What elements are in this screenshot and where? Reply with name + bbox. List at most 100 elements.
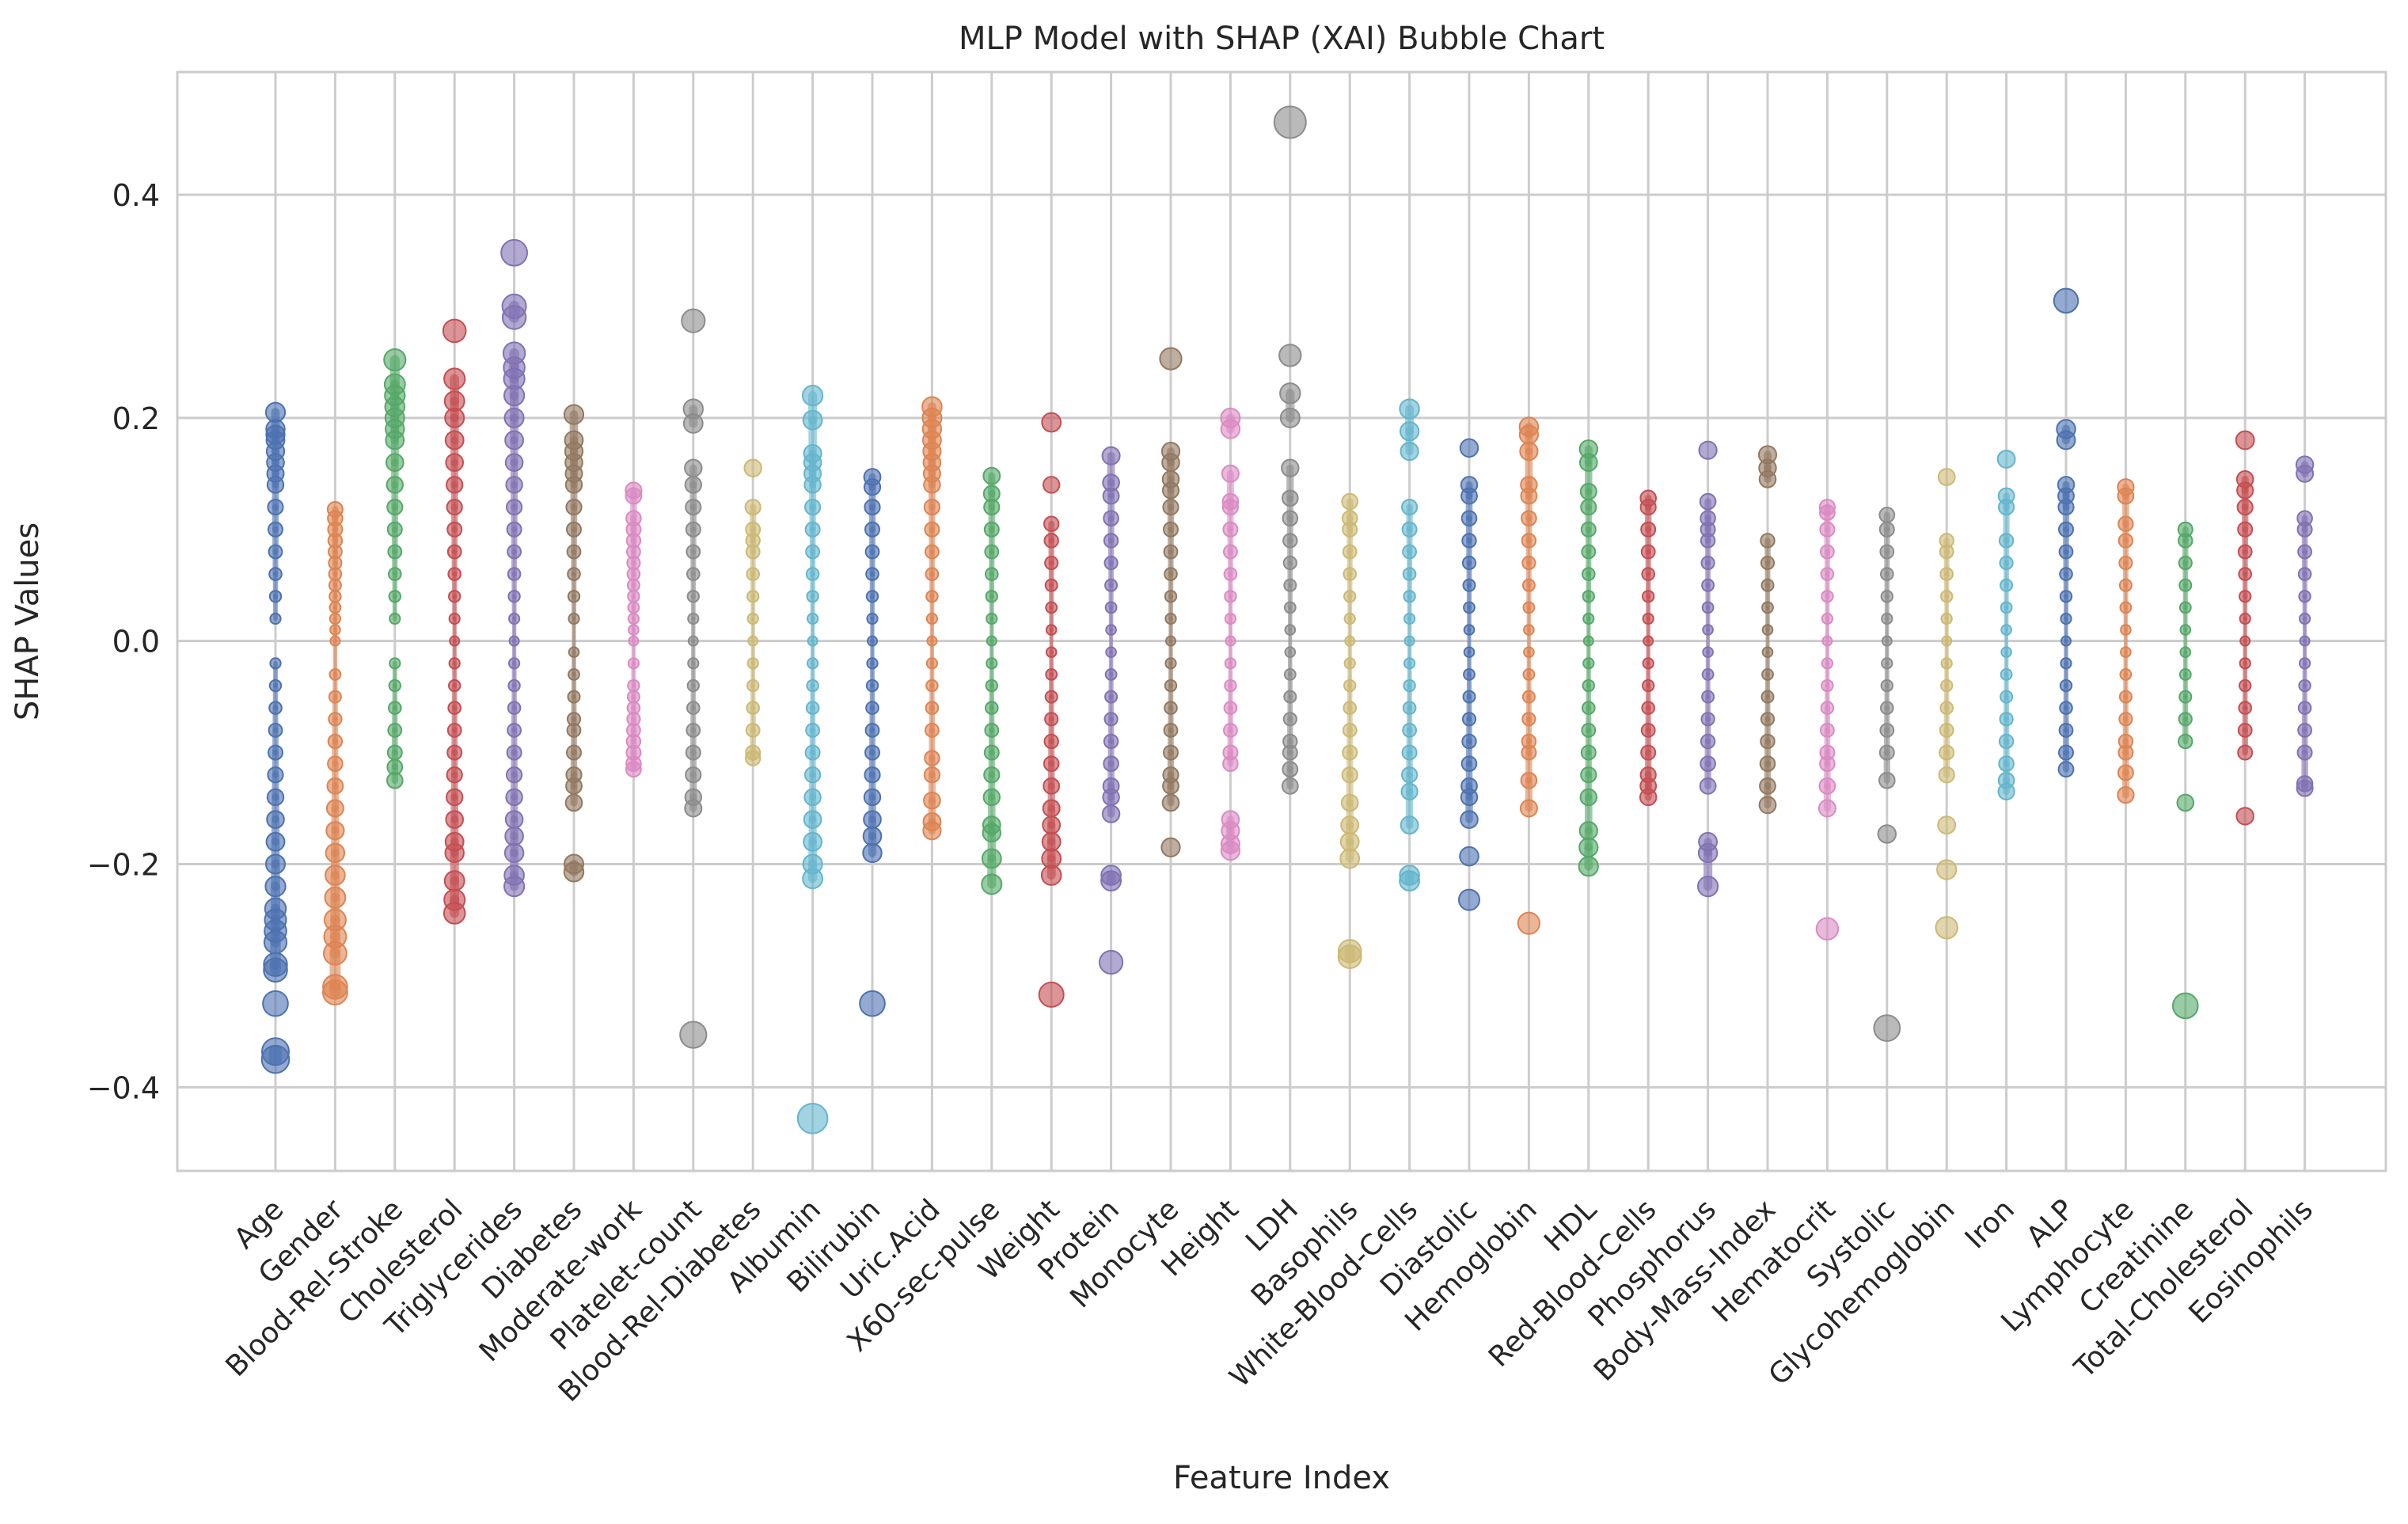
data-point <box>1224 678 1237 693</box>
data-point <box>445 453 465 472</box>
data-point <box>389 612 401 625</box>
data-point <box>1582 590 1596 603</box>
data-point <box>1523 624 1535 636</box>
data-point <box>925 722 940 738</box>
data-point <box>1101 446 1121 466</box>
data-point <box>446 476 464 494</box>
data-point <box>2237 544 2253 560</box>
y-tick-label: 0.2 <box>112 401 160 436</box>
data-point <box>1462 690 1476 704</box>
data-point <box>1099 949 1124 975</box>
data-point <box>2237 722 2253 738</box>
data-point <box>1820 567 1835 581</box>
data-point <box>1639 498 1657 516</box>
data-point <box>1821 612 1833 625</box>
data-point <box>863 478 882 496</box>
data-point <box>2172 992 2199 1020</box>
data-point <box>1222 521 1239 538</box>
data-point <box>1283 668 1297 681</box>
data-point <box>1881 657 1893 670</box>
data-point <box>2059 701 2073 716</box>
data-point <box>865 567 879 581</box>
data-point <box>1341 766 1358 784</box>
data-point <box>1998 498 2015 516</box>
data-point <box>1342 544 1358 560</box>
data-point <box>1936 859 1958 880</box>
data-point <box>1223 722 1238 738</box>
data-point <box>686 678 700 693</box>
data-point <box>1880 701 1894 716</box>
data-point <box>268 521 283 538</box>
data-point <box>1761 646 1774 659</box>
data-point <box>269 657 282 670</box>
data-point <box>1401 766 1419 784</box>
data-point <box>1821 657 1833 670</box>
data-point <box>1878 521 1895 538</box>
data-point <box>2117 764 2134 781</box>
data-point <box>504 430 524 450</box>
data-point <box>260 1044 291 1074</box>
data-point <box>2178 712 2193 727</box>
data-point <box>1222 755 1239 772</box>
data-point <box>1162 777 1179 795</box>
data-point <box>386 521 403 538</box>
data-point <box>1282 510 1299 526</box>
data-point <box>266 810 285 829</box>
data-point <box>1578 821 1598 841</box>
data-point <box>2000 601 2013 614</box>
data-point <box>686 544 701 560</box>
data-point <box>1042 799 1061 818</box>
data-point <box>1283 578 1297 592</box>
y-tick-label: 0.0 <box>112 625 160 659</box>
data-point <box>1521 744 1537 761</box>
data-point <box>685 766 702 784</box>
data-point <box>867 635 878 647</box>
data-point <box>627 590 640 603</box>
data-point <box>1873 1014 1901 1043</box>
data-point <box>2178 733 2193 750</box>
data-point <box>626 690 640 704</box>
data-point <box>1042 815 1062 835</box>
data-point <box>1580 498 1597 516</box>
data-point <box>1163 521 1179 538</box>
data-point <box>1402 722 1417 738</box>
data-point <box>2299 612 2311 625</box>
data-point <box>507 544 522 560</box>
data-point <box>1582 567 1596 581</box>
data-point <box>863 788 882 807</box>
data-point <box>1880 590 1894 603</box>
data-point <box>387 722 403 738</box>
data-point <box>628 635 640 647</box>
data-point <box>268 744 283 761</box>
data-point <box>1579 453 1598 472</box>
data-point <box>925 657 939 670</box>
data-point <box>1402 701 1417 716</box>
data-point <box>1641 701 1655 716</box>
data-point <box>388 590 401 603</box>
data-point <box>2117 786 2135 804</box>
data-point <box>1161 453 1180 472</box>
data-point <box>446 722 462 738</box>
data-point <box>1162 498 1179 516</box>
data-point <box>1461 712 1477 727</box>
data-point <box>1104 690 1119 704</box>
data-point <box>981 848 1002 869</box>
data-point <box>1224 612 1237 625</box>
data-point <box>2235 807 2254 826</box>
x-tick-labels: AgeGenderBlood-Rel-StrokeCholesterolTrig… <box>220 1193 2319 1408</box>
data-point <box>925 678 939 693</box>
data-point <box>328 712 343 727</box>
data-point <box>626 567 641 581</box>
data-point <box>328 578 342 592</box>
data-point <box>1521 578 1536 592</box>
data-point <box>2178 690 2193 704</box>
data-point <box>1880 678 1894 693</box>
data-point <box>2118 578 2133 592</box>
data-point <box>1223 701 1238 716</box>
data-point <box>1578 837 1599 857</box>
data-point <box>2117 744 2134 761</box>
data-point <box>325 799 344 818</box>
data-point <box>1282 489 1299 507</box>
data-point <box>448 678 461 693</box>
